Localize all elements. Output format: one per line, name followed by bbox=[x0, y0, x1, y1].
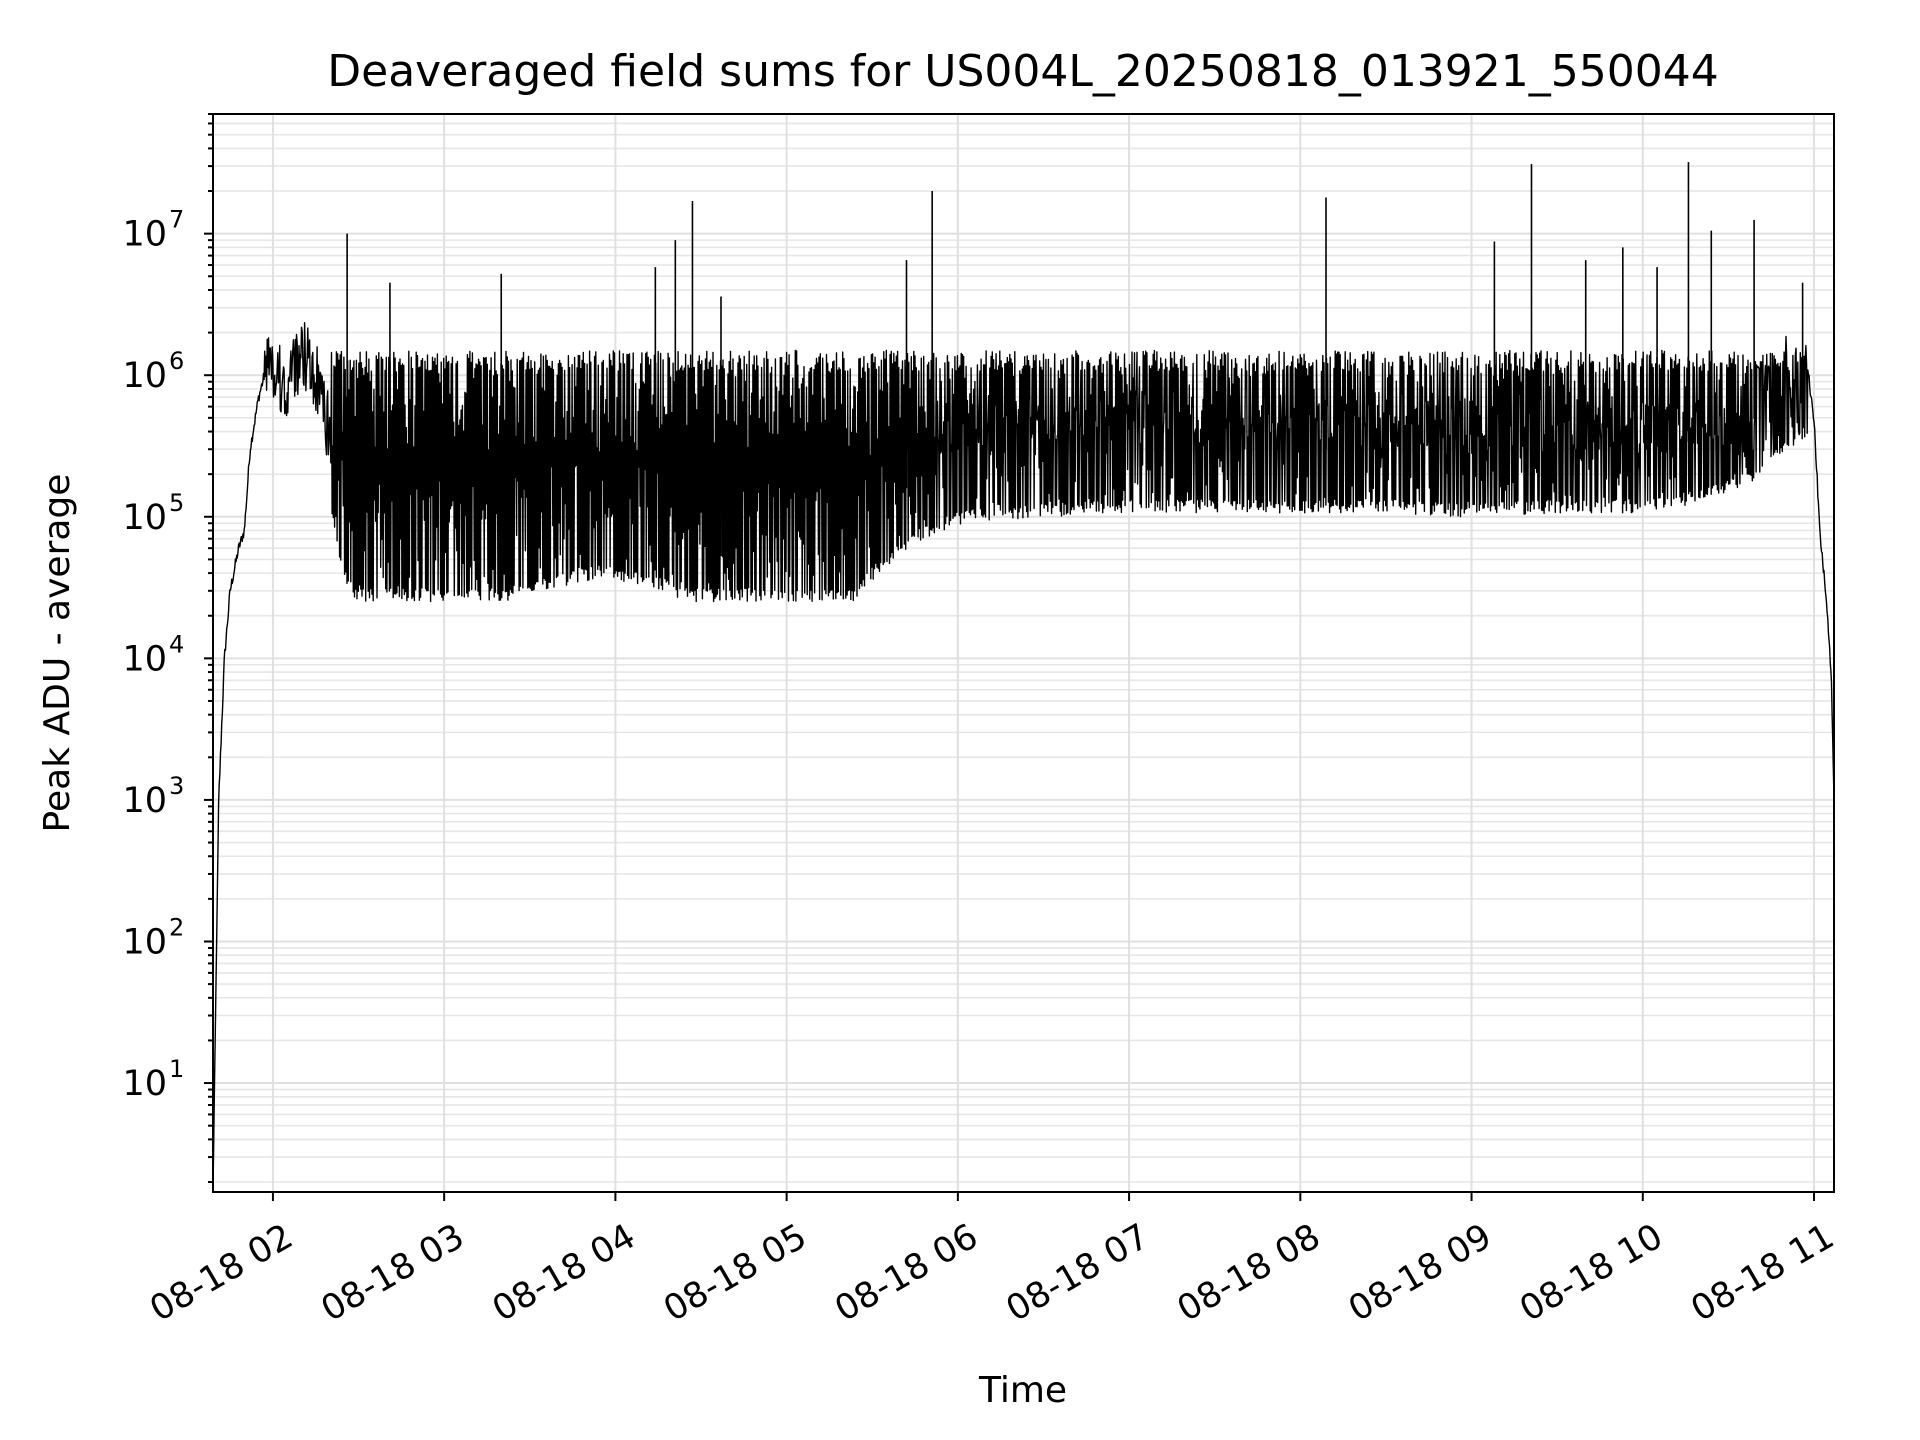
y-tick-exponent: 1 bbox=[169, 1055, 184, 1083]
chart-title: Deaveraged field sums for US004L_2025081… bbox=[327, 46, 1719, 97]
y-tick-exponent: 2 bbox=[169, 913, 184, 941]
y-tick-label: 10 bbox=[122, 356, 167, 396]
y-tick-label: 10 bbox=[122, 215, 167, 255]
x-tick-label: 08-18 04 bbox=[486, 1217, 642, 1330]
y-tick-label: 10 bbox=[122, 781, 167, 821]
y-tick-exponent: 3 bbox=[169, 772, 184, 800]
y-tick-exponent: 6 bbox=[169, 347, 184, 375]
y-tick-label: 10 bbox=[122, 1064, 167, 1104]
x-tick-label: 08-18 10 bbox=[1513, 1217, 1669, 1330]
x-tick-label: 08-18 07 bbox=[1000, 1217, 1156, 1330]
y-axis-label: Peak ADU - average bbox=[37, 474, 78, 833]
y-tick-label: 10 bbox=[122, 639, 167, 679]
x-tick-label: 08-18 02 bbox=[144, 1217, 300, 1330]
series-line bbox=[212, 322, 1835, 1191]
x-tick-label: 08-18 08 bbox=[1171, 1217, 1327, 1330]
x-axis-ticks: 08-18 02 08-18 03 08-18 04 08-18 05 08-18 06… bbox=[144, 1192, 1841, 1330]
data-series bbox=[212, 162, 1835, 1191]
plot-frame bbox=[212, 113, 1835, 1193]
y-tick-label: 10 bbox=[122, 922, 167, 962]
x-tick-label: 08-18 06 bbox=[828, 1217, 984, 1330]
y-tick-label: 10 bbox=[122, 498, 167, 538]
y-tick-exponent: 5 bbox=[169, 489, 184, 517]
minor-gridlines bbox=[213, 113, 1834, 1183]
x-axis-label: Time bbox=[978, 1370, 1067, 1411]
x-tick-label: 08-18 05 bbox=[657, 1217, 813, 1330]
x-tick-label: 08-18 09 bbox=[1342, 1217, 1498, 1330]
x-tick-label: 08-18 03 bbox=[315, 1217, 471, 1330]
y-tick-exponent: 7 bbox=[169, 206, 184, 234]
major-gridlines bbox=[213, 114, 1834, 1192]
x-tick-label: 08-18 11 bbox=[1685, 1217, 1841, 1330]
y-tick-exponent: 4 bbox=[169, 630, 184, 658]
